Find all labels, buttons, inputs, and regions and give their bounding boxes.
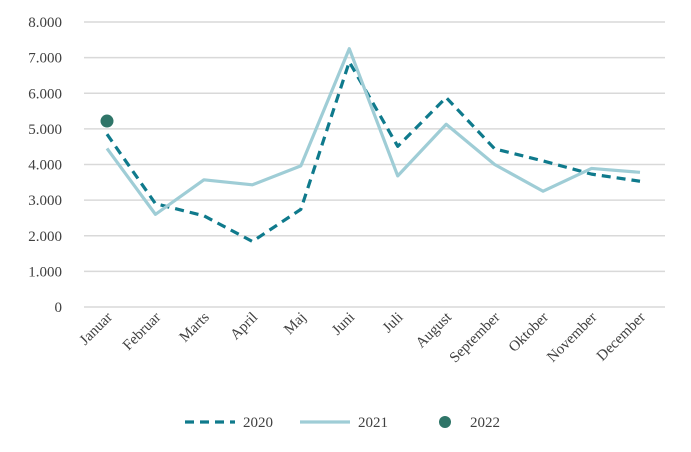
y-tick-label: 3.000 — [28, 193, 62, 209]
x-tick-label: Januar — [77, 310, 116, 349]
y-tick-label: 7.000 — [28, 51, 62, 67]
y-tick-label: 8.000 — [28, 15, 62, 31]
x-tick-label: Maj — [281, 310, 309, 338]
series-line-2021 — [105, 47, 641, 216]
x-tick-label: Juli — [380, 310, 407, 337]
series-line-2020 — [105, 60, 641, 244]
legend-label: 2021 — [358, 415, 388, 431]
x-axis-tick-labels: Januar Februar Marts April Maj Juni Juli August… — [77, 309, 649, 366]
x-tick-label: Marts — [177, 309, 213, 345]
series-lines — [100, 47, 641, 244]
legend: 2020 2021 2022 — [185, 415, 500, 431]
y-tick-label: 5.000 — [28, 122, 62, 138]
y-tick-label: 4.000 — [28, 158, 62, 174]
y-tick-label: 2.000 — [28, 229, 62, 245]
y-tick-label: 0 — [55, 300, 63, 316]
y-tick-label: 6.000 — [28, 86, 62, 102]
x-tick-label: Juni — [329, 310, 358, 339]
x-tick-label: April — [227, 310, 261, 344]
legend-marker-2022 — [439, 416, 451, 428]
x-tick-label: Februar — [120, 310, 164, 354]
gridlines — [84, 21, 665, 308]
x-tick-label: December — [594, 310, 649, 365]
legend-label: 2022 — [470, 415, 500, 431]
x-tick-label: November — [544, 310, 600, 366]
legend-label: 2020 — [243, 415, 273, 431]
x-tick-label: August — [413, 309, 456, 352]
y-tick-label: 1.000 — [28, 264, 62, 280]
x-tick-label: September — [447, 310, 504, 367]
x-tick-label: Oktober — [506, 310, 552, 356]
data-point-2022 — [100, 114, 114, 128]
y-axis-tick-labels: 0 1.000 2.000 3.000 4.000 5.000 6.000 7.000 8.00… — [28, 15, 62, 316]
